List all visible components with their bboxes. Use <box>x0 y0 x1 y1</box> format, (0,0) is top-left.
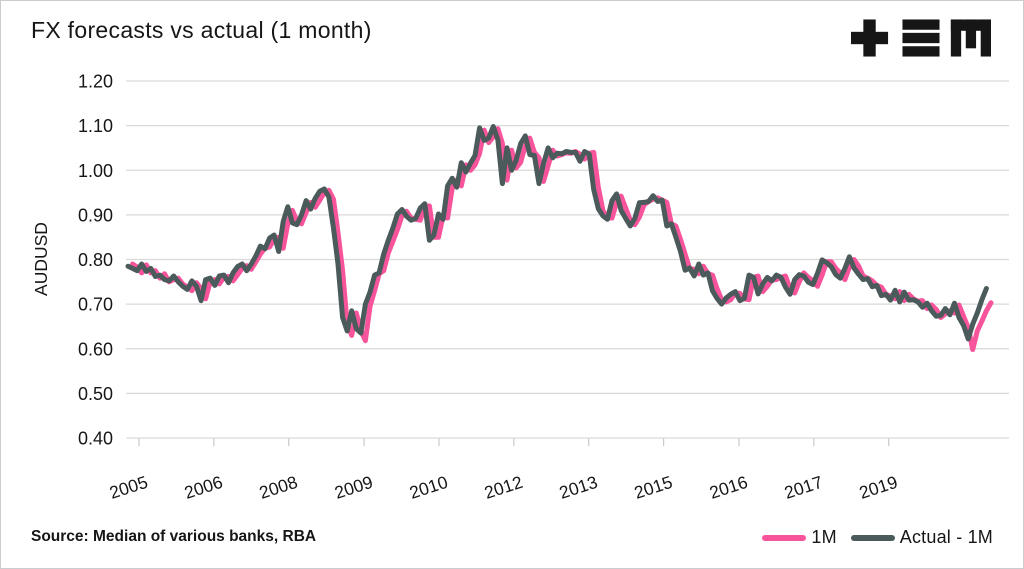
x-tick-label: 2015 <box>632 472 675 503</box>
y-tick-label: 0.40 <box>78 429 113 449</box>
y-tick-label: 1.00 <box>78 161 113 181</box>
brand-logo-icon <box>851 19 991 57</box>
m-icon <box>950 19 991 57</box>
triple-bar-icon <box>902 19 940 57</box>
legend-label-1m: 1M <box>811 527 837 547</box>
x-tick-label: 2016 <box>707 472 750 503</box>
source-note: Source: Median of various banks, RBA <box>31 528 317 545</box>
series-line-1m <box>130 126 994 353</box>
chart-legend: 1M Actual - 1M <box>762 527 993 548</box>
y-axis-title: AUDUSD <box>31 222 51 296</box>
x-tick-label: 2008 <box>257 472 300 503</box>
x-tick-label: 2013 <box>557 472 600 503</box>
x-tick-label: 2005 <box>107 472 150 503</box>
y-tick-label: 1.10 <box>78 116 113 136</box>
legend-item-actual: Actual - 1M <box>850 527 993 548</box>
x-tick-label: 2009 <box>332 472 375 503</box>
y-tick-label: 0.60 <box>78 339 113 359</box>
page-title: FX forecasts vs actual (1 month) <box>31 17 372 43</box>
x-tick-label: 2019 <box>857 472 900 503</box>
x-tick-label: 2006 <box>182 472 225 503</box>
series-line-actual-1m <box>125 124 989 342</box>
y-tick-label: 0.50 <box>78 384 113 404</box>
legend-label-actual: Actual - 1M <box>899 527 993 547</box>
y-tick-label: 0.80 <box>78 250 113 270</box>
x-tick-label: 2017 <box>782 472 825 503</box>
y-tick-label: 0.90 <box>78 205 113 225</box>
x-tick-label: 2012 <box>482 472 525 503</box>
legend-item-1m: 1M <box>762 527 837 548</box>
legend-swatch-1m <box>762 534 807 541</box>
y-tick-label: 1.20 <box>78 72 113 92</box>
plus-icon <box>851 19 889 57</box>
x-tick-label: 2010 <box>407 472 450 503</box>
y-tick-label: 0.70 <box>78 295 113 315</box>
legend-swatch-actual <box>850 534 895 541</box>
